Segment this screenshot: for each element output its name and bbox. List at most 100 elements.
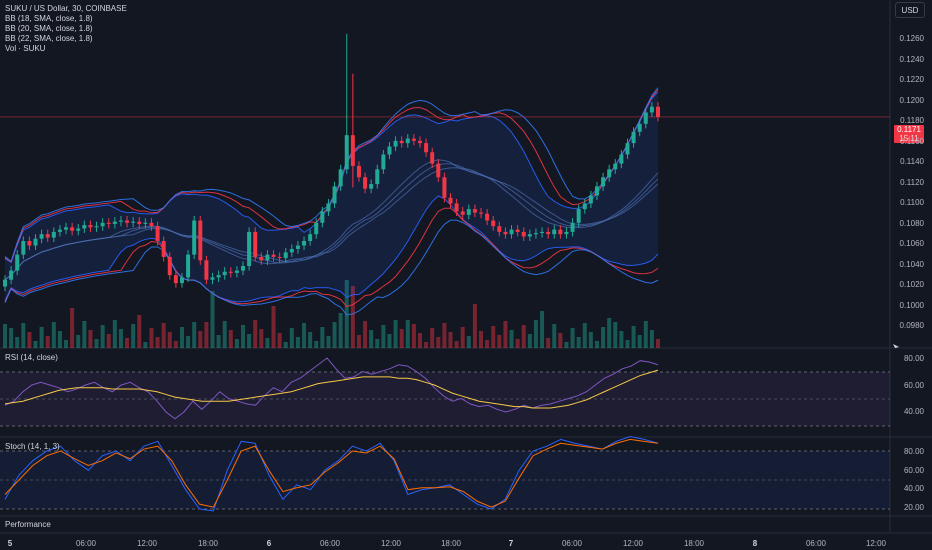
volume-bar <box>326 336 331 348</box>
bb-fill <box>5 91 658 302</box>
volume-bar <box>70 308 75 348</box>
candle-body <box>39 234 44 239</box>
candle-body <box>210 277 215 280</box>
candle-body <box>21 241 26 255</box>
candle-body <box>64 227 69 230</box>
volume-bar <box>100 325 105 348</box>
volume-bar <box>460 327 465 348</box>
volume-bar <box>234 339 239 348</box>
volume-bar <box>45 336 50 348</box>
volume-bar <box>192 322 197 348</box>
candle-body <box>424 143 429 153</box>
candle-body <box>222 271 227 276</box>
volume-bar <box>533 320 538 348</box>
candle-body <box>277 256 282 259</box>
candle-body <box>106 222 111 224</box>
volume-bar <box>625 340 630 348</box>
volume-bar <box>472 304 477 348</box>
volume-bar <box>167 332 172 348</box>
rsi-pane-label[interactable]: RSI (14, close) <box>5 353 58 362</box>
candle-body <box>173 275 178 284</box>
currency-button[interactable]: USD <box>895 2 925 18</box>
time-axis-label: 12:00 <box>865 539 887 548</box>
volume-bar <box>283 342 288 348</box>
volume-bar <box>387 334 392 348</box>
candle-body <box>9 270 14 280</box>
time-axis-label: 12:00 <box>622 539 644 548</box>
rsi-axis-label: 60.00 <box>903 380 924 390</box>
candle-body <box>234 270 239 273</box>
candle-body <box>118 220 123 222</box>
volume-bar <box>399 329 404 348</box>
candle-body <box>558 229 563 235</box>
volume-bar <box>265 338 270 348</box>
volume-bar <box>521 325 526 348</box>
candle-body <box>198 220 203 261</box>
candle-body <box>643 112 648 124</box>
candle-body <box>295 245 300 249</box>
volume-bar <box>88 330 93 348</box>
candle-body <box>509 229 514 235</box>
candle-body <box>57 229 62 232</box>
candle-body <box>363 177 368 189</box>
last-price-value: 0.1171 <box>897 125 921 134</box>
bb2-indicator-label[interactable]: BB (20, SMA, close, 1.8) <box>5 24 93 33</box>
candle-body <box>51 231 56 238</box>
stoch-axis-label: 60.00 <box>903 465 924 475</box>
volume-bar <box>503 321 508 348</box>
volume-bar <box>582 323 587 348</box>
volume-bar <box>9 328 14 348</box>
candle-body <box>552 229 557 235</box>
volume-bar <box>442 323 447 348</box>
volume-bar <box>271 306 276 348</box>
volume-bar <box>277 333 282 348</box>
volume-bar <box>411 324 416 348</box>
volume-indicator-label[interactable]: Vol · SUKU <box>5 44 46 53</box>
rsi-axis-label: 40.00 <box>903 407 924 416</box>
candle-body <box>241 266 246 271</box>
price-axis-label: 0.1060 <box>899 239 924 248</box>
volume-bar <box>631 326 636 348</box>
stoch-k-line <box>4 435 659 512</box>
candle-body <box>649 106 654 113</box>
volume-bar <box>3 324 7 348</box>
candle-body <box>88 225 93 228</box>
candle-body <box>607 169 612 178</box>
candle-body <box>533 233 538 235</box>
symbol-title[interactable]: SUKU / US Dollar, 30, COINBASE <box>5 4 127 13</box>
volume-bar <box>247 334 252 348</box>
last-price-tag: 0.1171 15:11 <box>894 125 924 143</box>
volume-bar <box>466 336 471 348</box>
rsi-ma-line <box>4 369 659 409</box>
volume-bar <box>619 331 624 348</box>
candle-body <box>271 254 276 257</box>
candle-body <box>381 154 386 170</box>
performance-label[interactable]: Performance <box>5 520 51 529</box>
candle-body <box>192 220 197 255</box>
candle-body <box>454 203 459 212</box>
candle-body <box>656 106 660 117</box>
candle-body <box>515 229 520 232</box>
volume-bar <box>363 321 368 348</box>
volume-bar <box>448 332 453 348</box>
volume-bar <box>515 339 520 348</box>
volume-bar <box>51 322 56 348</box>
volume-bar <box>82 321 87 348</box>
bb-band-line <box>4 207 659 308</box>
candle-body <box>613 163 618 170</box>
candle-body <box>442 177 447 198</box>
bb1-indicator-label[interactable]: BB (18, SMA, close, 1.8) <box>5 14 93 23</box>
candle-body <box>82 225 87 229</box>
candle-body <box>308 234 313 241</box>
candle-body <box>143 222 148 224</box>
volume-bar <box>295 337 300 348</box>
volume-bar <box>302 323 307 348</box>
stoch-pane-label[interactable]: Stoch (14, 1, 3) <box>5 442 60 451</box>
volume-bar <box>405 320 410 348</box>
bb3-indicator-label[interactable]: BB (22, SMA, close, 1.8) <box>5 34 93 43</box>
candle-body <box>259 256 264 261</box>
candle-body <box>430 152 435 164</box>
volume-bar <box>222 321 227 348</box>
candle-body <box>155 226 160 241</box>
